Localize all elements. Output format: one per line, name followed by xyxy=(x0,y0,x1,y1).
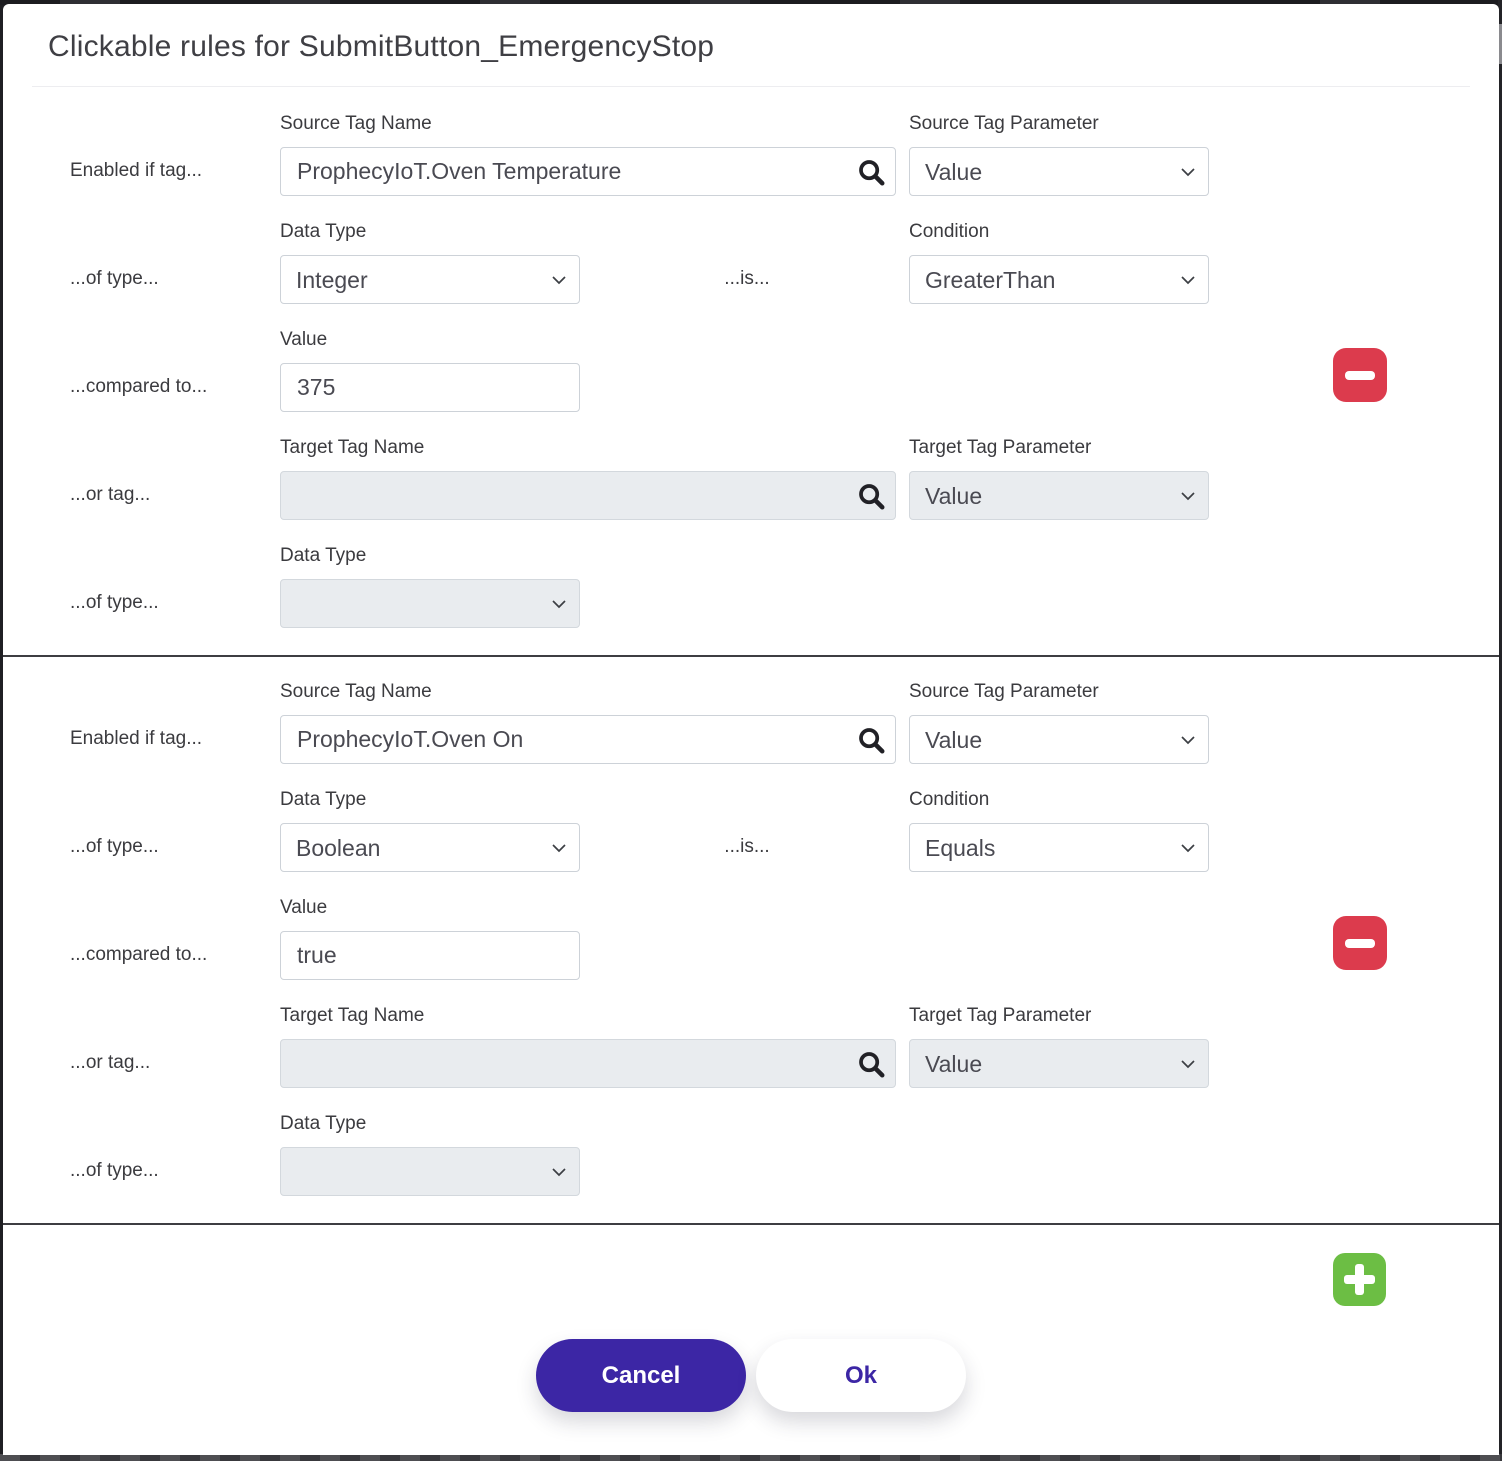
target-data-type-label: Data Type xyxy=(280,1113,367,1134)
value-label: Value xyxy=(280,897,328,918)
minus-icon xyxy=(1345,371,1375,380)
scrollbar-thumb[interactable] xyxy=(1498,24,1502,64)
target-tag-parameter-field: Value xyxy=(909,471,1209,520)
condition-select[interactable]: GreaterThan xyxy=(909,255,1209,304)
background-page-edge-right xyxy=(1498,0,1502,1461)
action-buttons: Cancel Ok xyxy=(3,1339,1499,1412)
dialog-footer: Cancel Ok xyxy=(3,1225,1499,1455)
value-field xyxy=(280,931,580,980)
source-tag-parameter-select[interactable]: Value xyxy=(909,147,1209,196)
target-tag-parameter-label: Target Tag Parameter xyxy=(909,1005,1092,1026)
background-page-edge-top xyxy=(0,0,1502,5)
dialog-title: Clickable rules for SubmitButton_Emergen… xyxy=(48,30,715,63)
target-tag-name-input xyxy=(280,1039,896,1088)
target-tag-name-field xyxy=(280,471,896,520)
target-data-type-field xyxy=(280,579,580,628)
target-tag-name-input xyxy=(280,471,896,520)
rule-row-2: Enabled if tag... Source Tag Name Source… xyxy=(3,657,1499,1225)
target-tag-name-label: Target Tag Name xyxy=(280,437,425,458)
hint-compared-to: ...compared to... xyxy=(70,944,208,965)
hint-or-tag: ...or tag... xyxy=(70,484,151,505)
source-tag-name-field xyxy=(280,147,896,196)
search-icon[interactable] xyxy=(854,723,888,757)
source-tag-parameter-label: Source Tag Parameter xyxy=(909,681,1099,702)
condition-field: GreaterThan xyxy=(909,255,1209,304)
target-tag-name-field xyxy=(280,1039,896,1088)
hint-is: ...is... xyxy=(724,268,770,289)
remove-rule-button[interactable] xyxy=(1333,348,1387,402)
data-type-field: Integer xyxy=(280,255,580,304)
target-tag-parameter-select: Value xyxy=(909,471,1209,520)
condition-label: Condition xyxy=(909,221,990,242)
hint-of-type: ...of type... xyxy=(70,836,159,857)
condition-label: Condition xyxy=(909,789,990,810)
hint-or-tag: ...or tag... xyxy=(70,1052,151,1073)
data-type-select[interactable]: Integer xyxy=(280,255,580,304)
plus-icon xyxy=(1355,1264,1364,1295)
data-type-label: Data Type xyxy=(280,789,367,810)
source-tag-parameter-field: Value xyxy=(909,715,1209,764)
target-data-type-field xyxy=(280,1147,580,1196)
target-tag-parameter-label: Target Tag Parameter xyxy=(909,437,1092,458)
source-tag-name-input[interactable] xyxy=(280,715,896,764)
target-tag-parameter-select: Value xyxy=(909,1039,1209,1088)
data-type-field: Boolean xyxy=(280,823,580,872)
value-label: Value xyxy=(280,329,328,350)
data-type-label: Data Type xyxy=(280,221,367,242)
search-icon[interactable] xyxy=(854,479,888,513)
target-tag-name-label: Target Tag Name xyxy=(280,1005,425,1026)
add-rule-button[interactable] xyxy=(1333,1253,1386,1306)
value-field xyxy=(280,363,580,412)
source-tag-name-field xyxy=(280,715,896,764)
ok-button[interactable]: Ok xyxy=(756,1339,966,1412)
cancel-button[interactable]: Cancel xyxy=(536,1339,746,1412)
source-tag-name-input[interactable] xyxy=(280,147,896,196)
hint-of-type: ...of type... xyxy=(70,1160,159,1181)
target-data-type-label: Data Type xyxy=(280,545,367,566)
hint-enabled-if-tag: Enabled if tag... xyxy=(70,728,203,749)
hint-of-type: ...of type... xyxy=(70,592,159,613)
hint-compared-to: ...compared to... xyxy=(70,376,208,397)
clickable-rules-dialog: Clickable rules for SubmitButton_Emergen… xyxy=(3,4,1499,1455)
source-tag-name-label: Source Tag Name xyxy=(280,113,432,134)
hint-enabled-if-tag: Enabled if tag... xyxy=(70,160,203,181)
condition-field: Equals xyxy=(909,823,1209,872)
source-tag-parameter-select[interactable]: Value xyxy=(909,715,1209,764)
hint-is: ...is... xyxy=(724,836,770,857)
data-type-select[interactable]: Boolean xyxy=(280,823,580,872)
value-input[interactable] xyxy=(280,363,580,412)
hint-of-type: ...of type... xyxy=(70,268,159,289)
source-tag-parameter-label: Source Tag Parameter xyxy=(909,113,1099,134)
remove-rule-button[interactable] xyxy=(1333,916,1387,970)
condition-select[interactable]: Equals xyxy=(909,823,1209,872)
target-tag-parameter-field: Value xyxy=(909,1039,1209,1088)
target-data-type-select xyxy=(280,1147,580,1196)
search-icon[interactable] xyxy=(854,155,888,189)
search-icon[interactable] xyxy=(854,1047,888,1081)
minus-icon xyxy=(1345,939,1375,948)
value-input[interactable] xyxy=(280,931,580,980)
rule-row-1: Enabled if tag... Source Tag Name Source… xyxy=(3,89,1499,657)
background-page-edge-bottom xyxy=(0,1454,1502,1461)
header-divider xyxy=(32,86,1470,87)
source-tag-parameter-field: Value xyxy=(909,147,1209,196)
source-tag-name-label: Source Tag Name xyxy=(280,681,432,702)
target-data-type-select xyxy=(280,579,580,628)
